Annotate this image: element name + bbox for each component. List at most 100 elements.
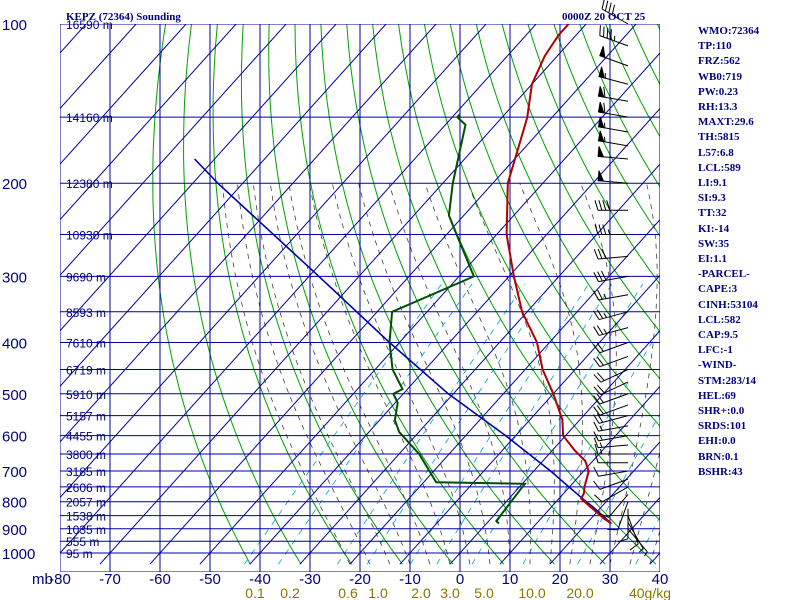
temperature-tick-label: -50: [199, 571, 221, 588]
pressure-tick-label: 800: [2, 495, 27, 512]
barb-feather: [610, 29, 612, 40]
chart-title: KEPZ (72364) Sounding: [66, 11, 181, 23]
barb-feather: [594, 200, 599, 211]
barb-feather: [597, 289, 603, 300]
wind-barb: [593, 248, 629, 260]
barb-staff: [598, 435, 629, 442]
pressure-tick-label: 500: [2, 387, 27, 404]
barb-half-feather: [599, 448, 603, 455]
barb-staff: [599, 355, 629, 368]
barb-staff: [598, 425, 629, 432]
index-item: CAP:9.5: [698, 329, 739, 342]
barb-feather: [594, 452, 599, 463]
barb-feather: [597, 372, 605, 381]
barb-feather: [604, 0, 609, 12]
barb-half-feather: [643, 551, 648, 557]
dewpoint-trace: [388, 113, 527, 525]
moist-adiabat: [237, 183, 371, 565]
height-label: 7610 m: [66, 336, 106, 350]
barb-staff: [599, 342, 629, 354]
wind-barb: [607, 501, 629, 531]
index-item: PW:0.23: [698, 85, 739, 98]
index-item: TP:110: [698, 40, 732, 53]
moist-adiabat: [629, 450, 660, 565]
isotherm: [60, 24, 187, 165]
chart-lines: [194, 24, 612, 525]
barb-staff: [601, 8, 629, 25]
temperature-tick-label: -70: [99, 571, 121, 588]
barb-half-feather: [607, 229, 611, 235]
index-item: LCL:589: [698, 161, 741, 174]
mixing-ratio-label: 10.0: [518, 585, 545, 600]
index-item: SI:9.3: [698, 192, 726, 205]
height-label: 8593 m: [66, 306, 106, 320]
isotherm: [499, 385, 660, 565]
isotherm: [60, 24, 537, 554]
moist-adiabat: [331, 183, 471, 565]
barb-half-feather: [603, 312, 607, 318]
mixing-ratio-line: [522, 328, 660, 565]
height-label: 1035 m: [66, 523, 106, 537]
dry-adiabat: [183, 24, 302, 565]
temperature-tick-label: -80: [49, 571, 71, 588]
temperature-tick-label: 20: [552, 571, 569, 588]
wind-barb: [594, 486, 629, 503]
barb-pennant: [597, 146, 605, 158]
index-item: LCL:582: [698, 313, 741, 326]
barb-feather: [593, 421, 599, 432]
wind-barb: [593, 289, 629, 301]
temperature-tick-label: -30: [299, 571, 321, 588]
barb-feather: [593, 272, 599, 282]
wind-barb: [597, 170, 629, 184]
barb-staff: [598, 294, 629, 301]
index-item: FRZ:562: [698, 55, 741, 68]
height-label: 555 m: [66, 535, 99, 549]
wind-barb: [617, 508, 629, 543]
parcel-trace: [194, 158, 612, 525]
height-label: 3800 m: [66, 448, 106, 462]
barb-pennant: [598, 66, 605, 79]
chart-time: 0000Z 20 OCT 25: [562, 11, 646, 23]
barb-staff: [598, 255, 629, 260]
dry-adiabat: [346, 24, 606, 565]
barb-feather: [596, 394, 604, 403]
barb-feather: [593, 310, 600, 320]
barb-staff: [601, 486, 629, 503]
moist-adiabat: [609, 183, 658, 565]
mixing-ratio-label: 20.0: [566, 585, 593, 600]
barb-feather: [593, 466, 599, 477]
mixing-ratio-label: 3.0: [440, 585, 460, 600]
barb-feather: [597, 271, 603, 282]
barb-feather: [593, 414, 600, 424]
height-label: 2606 m: [66, 481, 106, 495]
height-label: 9690 m: [66, 270, 106, 284]
barb-staff: [598, 311, 629, 321]
isotherm: [349, 218, 660, 565]
wind-barb: [593, 393, 629, 405]
index-item: -PARCEL-: [698, 268, 750, 281]
wind-barb: [593, 478, 629, 490]
wind-barb: [593, 381, 629, 396]
wind-barb: [593, 413, 629, 424]
isotherm: [549, 441, 660, 565]
index-item: SW:35: [698, 237, 730, 250]
barb-feather: [593, 406, 601, 416]
barb-half-feather: [599, 442, 603, 448]
wind-barb: [598, 66, 629, 85]
barb-feather: [611, 4, 616, 15]
barb-feather: [594, 494, 603, 503]
wind-barb: [593, 421, 629, 432]
barb-feather: [599, 25, 601, 36]
index-item: MAXT:29.6: [698, 116, 754, 129]
index-item: TT:32: [698, 207, 727, 220]
barb-feather: [602, 26, 605, 37]
moist-adiabat: [358, 183, 491, 565]
barb-feather: [602, 200, 607, 211]
barb-feather: [608, 2, 612, 14]
wind-barb: [597, 116, 629, 133]
wind-barb: [593, 270, 629, 283]
isotherm: [99, 24, 587, 565]
isotherm: [299, 163, 660, 565]
